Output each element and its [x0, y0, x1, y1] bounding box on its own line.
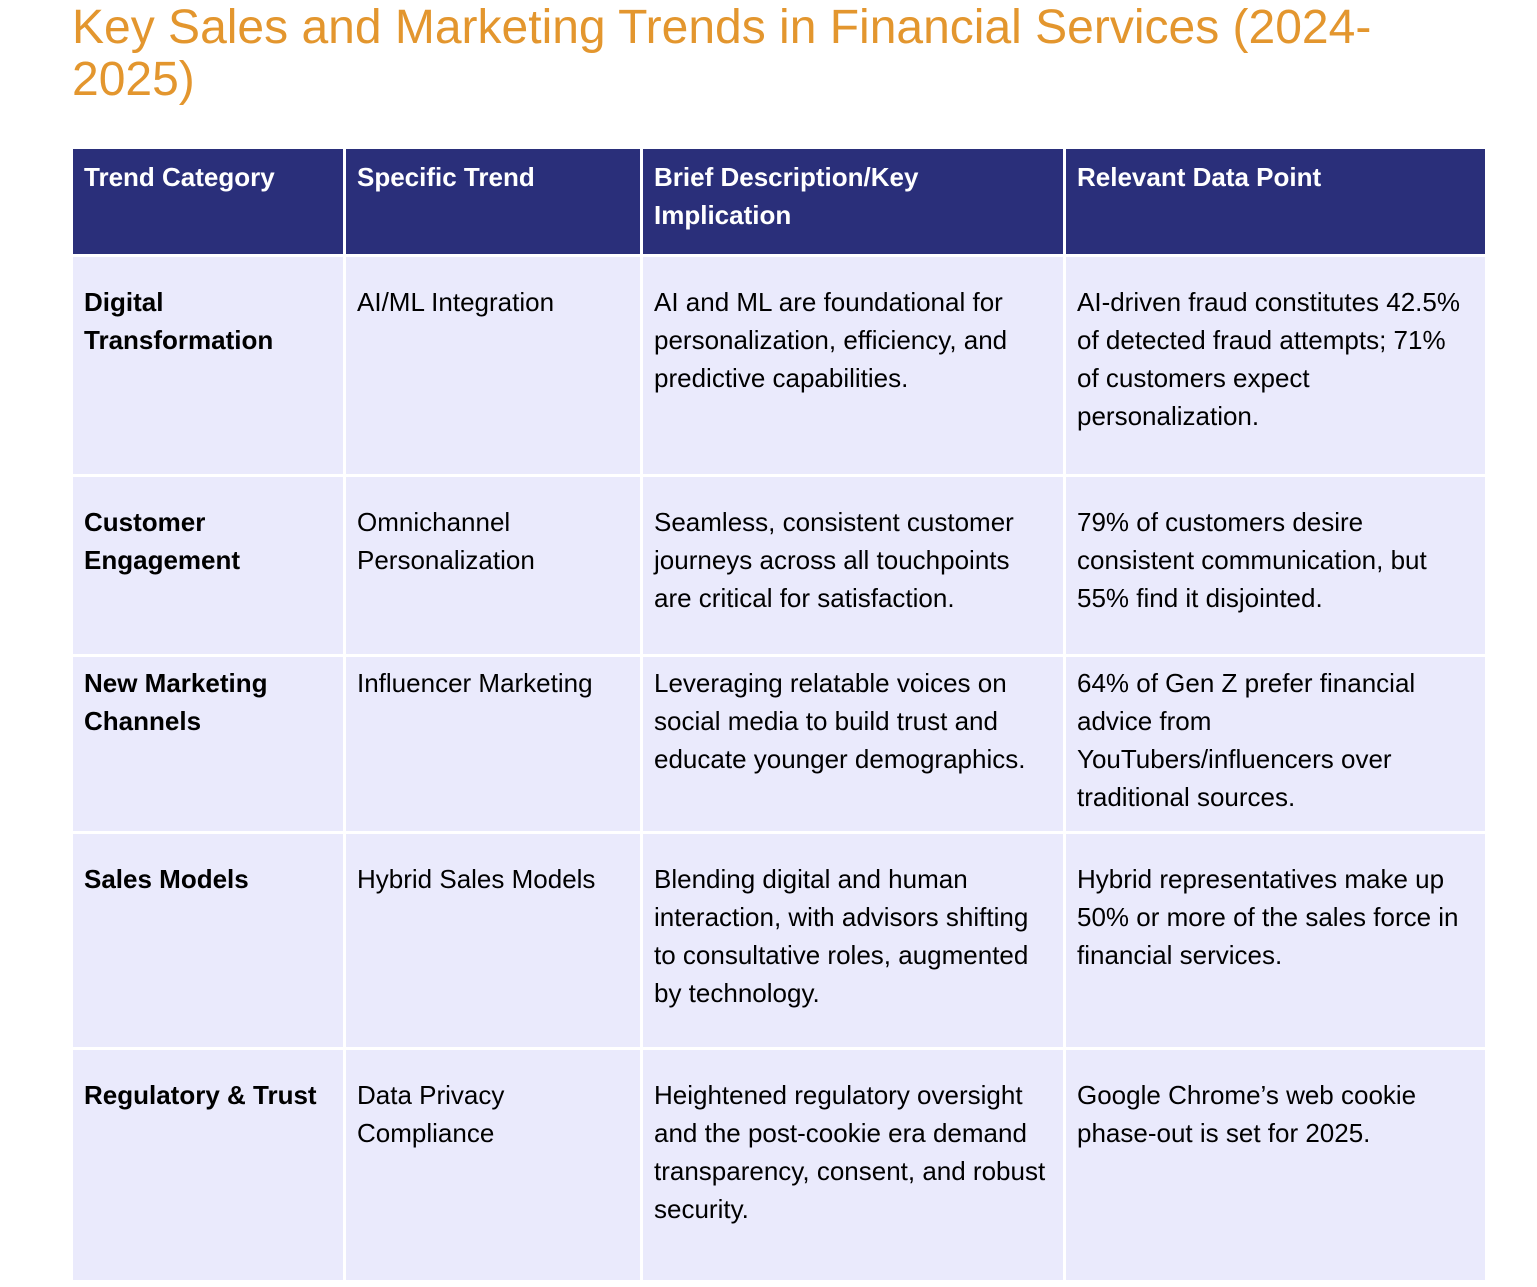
cell-data-point: Google Chrome’s web cookie phase-out is …: [1063, 1047, 1488, 1283]
header-description: Brief Description/Key Implication: [640, 146, 1066, 257]
page-title: Key Sales and Marketing Trends in Financ…: [72, 1, 1372, 106]
table-header-row: Trend Category Specific Trend Brief Desc…: [70, 146, 1488, 257]
cell-data-point: AI-driven fraud constitutes 42.5% of det…: [1063, 254, 1488, 477]
cell-category: Digital Transformation: [70, 254, 346, 477]
cell-data-point: 64% of Gen Z prefer financial advice fro…: [1063, 654, 1488, 834]
cell-category: New Marketing Channels: [70, 654, 346, 834]
table-row: Digital Transformation AI/ML Integration…: [70, 254, 1488, 477]
cell-data-point: Hybrid representatives make up 50% or mo…: [1063, 831, 1488, 1050]
header-specific-trend: Specific Trend: [343, 146, 643, 257]
cell-trend: Hybrid Sales Models: [343, 831, 643, 1050]
cell-trend: Influencer Marketing: [343, 654, 643, 834]
cell-trend: Data Privacy Compliance: [343, 1047, 643, 1283]
cell-description: AI and ML are foundational for personali…: [640, 254, 1066, 477]
header-trend-category: Trend Category: [70, 146, 346, 257]
cell-trend: Omnichannel Personalization: [343, 474, 643, 657]
table-row: New Marketing Channels Influencer Market…: [70, 654, 1488, 834]
cell-description: Blending digital and human interaction, …: [640, 831, 1066, 1050]
cell-category: Sales Models: [70, 831, 346, 1050]
trends-table: Trend Category Specific Trend Brief Desc…: [70, 146, 1488, 1283]
table-row: Sales Models Hybrid Sales Models Blendin…: [70, 831, 1488, 1050]
table-row: Regulatory & Trust Data Privacy Complian…: [70, 1047, 1488, 1283]
cell-category: Customer Engagement: [70, 474, 346, 657]
table-row: Customer Engagement Omnichannel Personal…: [70, 474, 1488, 657]
cell-description: Seamless, consistent customer journeys a…: [640, 474, 1066, 657]
cell-description: Leveraging relatable voices on social me…: [640, 654, 1066, 834]
cell-description: Heightened regulatory oversight and the …: [640, 1047, 1066, 1283]
cell-trend: AI/ML Integration: [343, 254, 643, 477]
header-data-point: Relevant Data Point: [1063, 146, 1488, 257]
cell-data-point: 79% of customers desire consistent commu…: [1063, 474, 1488, 657]
cell-category: Regulatory & Trust: [70, 1047, 346, 1283]
